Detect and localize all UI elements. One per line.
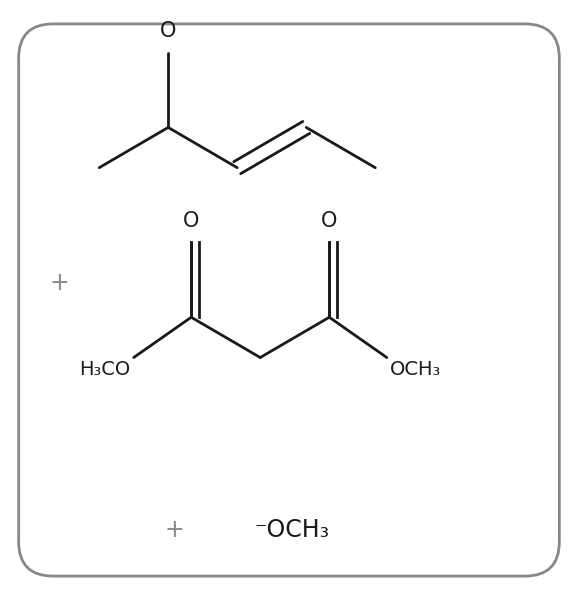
- Text: OCH₃: OCH₃: [390, 361, 441, 379]
- Text: +: +: [49, 271, 69, 295]
- Text: O: O: [160, 21, 176, 41]
- Text: O: O: [183, 211, 199, 231]
- FancyBboxPatch shape: [18, 24, 560, 576]
- Text: ⁻OCH₃: ⁻OCH₃: [254, 518, 329, 542]
- Text: +: +: [164, 518, 184, 542]
- Text: O: O: [321, 211, 338, 231]
- Text: H₃CO: H₃CO: [80, 361, 131, 379]
